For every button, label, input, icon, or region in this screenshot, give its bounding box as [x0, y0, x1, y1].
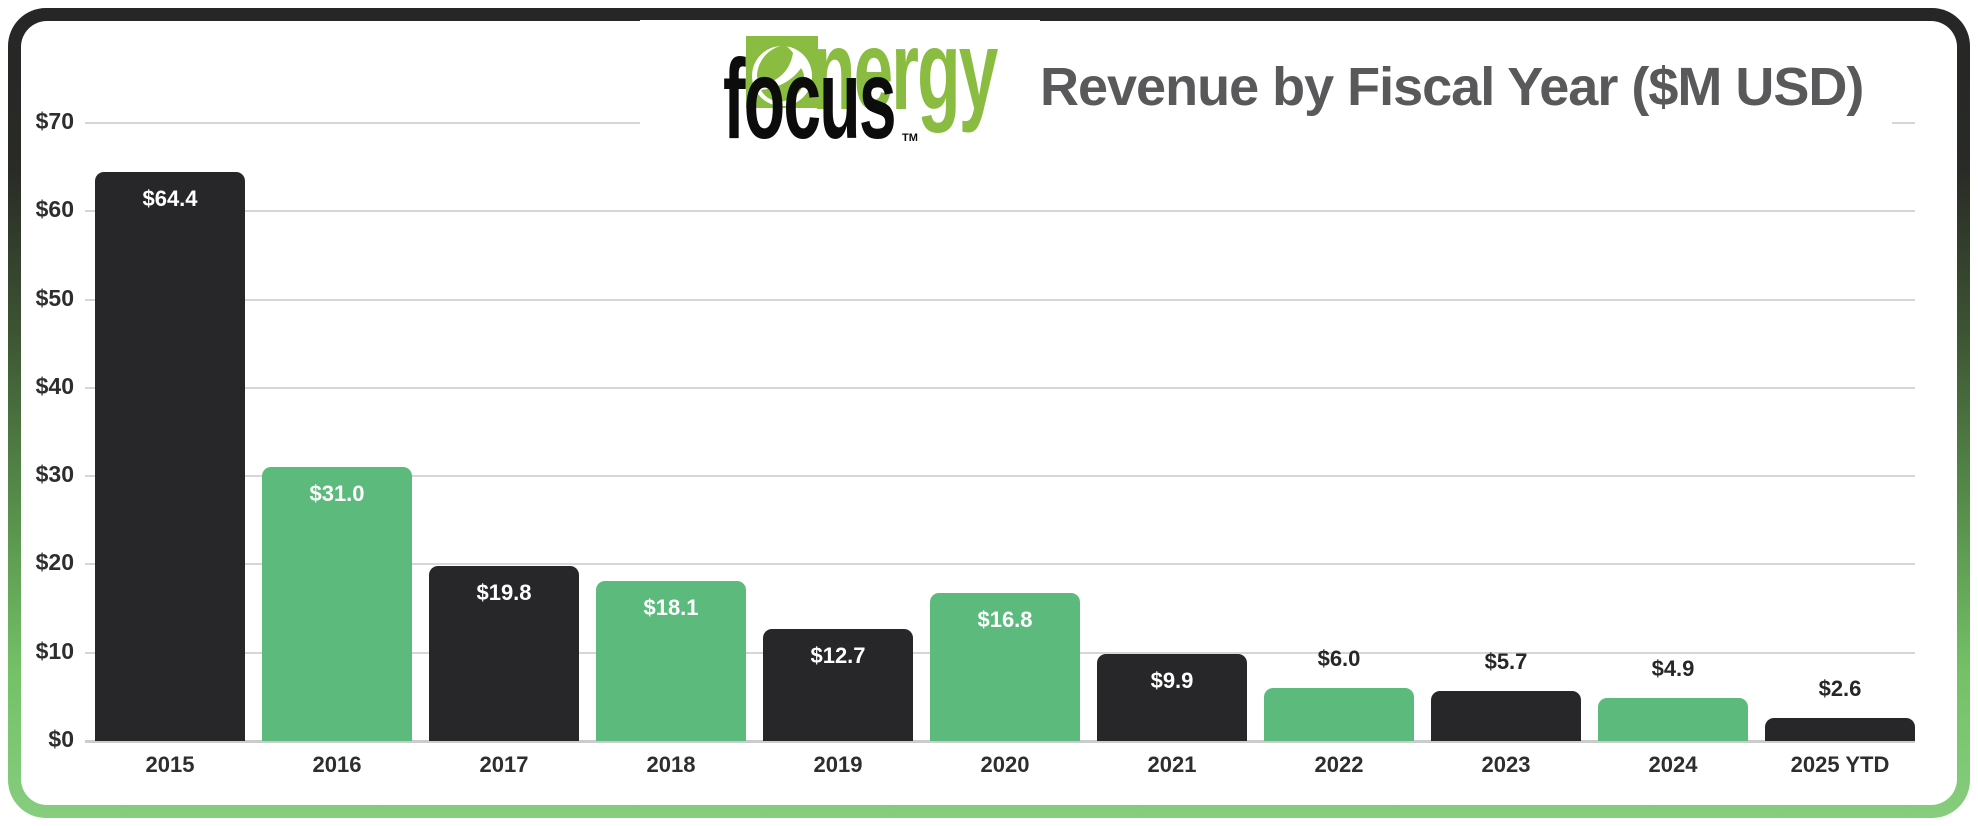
bar-value-label: $9.9	[1150, 667, 1194, 693]
x-axis-label-2022: 2022	[1314, 752, 1364, 777]
bar-2021	[1097, 653, 1247, 741]
bar-2017	[429, 566, 579, 741]
gridline-$30	[85, 475, 1915, 478]
bar-2020	[930, 592, 1080, 741]
y-axis-tick-label: $20	[35, 549, 74, 576]
x-axis-label-2019: 2019	[813, 752, 863, 777]
y-axis-tick-label: $70	[35, 108, 74, 134]
y-axis-tick-label: $60	[35, 196, 74, 223]
bar-value-label: $12.7	[810, 642, 866, 668]
bar-value-label: $64.4	[142, 186, 198, 212]
bar-value-label: $4.9	[1651, 655, 1695, 681]
x-axis-label-2018: 2018	[646, 752, 696, 777]
gridline-$50	[85, 298, 1915, 301]
logo-word-nergy: nergy	[812, 7, 998, 133]
leaf-e-icon	[746, 36, 818, 108]
x-axis-label-2015: 2015	[145, 752, 195, 777]
bar-value-label: $5.7	[1484, 648, 1528, 674]
bar-2016	[262, 467, 412, 741]
chart-title: Revenue by Fiscal Year ($M USD)	[1040, 48, 1892, 126]
logo-trademark: TM	[902, 132, 918, 144]
bar-2022	[1264, 688, 1414, 741]
x-axis-label-2017: 2017	[479, 752, 529, 777]
bar-2025 YTD	[1765, 718, 1915, 741]
x-axis-label-2024: 2024	[1648, 752, 1698, 777]
y-axis-tick-label: $10	[35, 637, 74, 664]
energy-focus-logo: nergy focus TM	[640, 14, 1040, 156]
y-axis-tick-label: $30	[35, 461, 74, 488]
x-axis-label-2025 YTD: 2025 YTD	[1790, 752, 1890, 777]
bar-2015	[95, 172, 245, 741]
y-axis-tick-label: $50	[35, 284, 74, 311]
bar-2024	[1598, 697, 1748, 741]
bar-value-label: $19.8	[476, 580, 532, 606]
x-axis-label-2016: 2016	[312, 752, 362, 777]
bar-2019	[763, 628, 913, 741]
x-axis-label-2023: 2023	[1481, 752, 1531, 777]
bar-2023	[1431, 690, 1581, 741]
gridline-$60	[85, 210, 1915, 213]
gridline-$40	[85, 386, 1915, 389]
bar-value-label: $31.0	[309, 481, 365, 507]
x-axis-line	[85, 740, 1915, 743]
logo-word-focus: focus	[723, 36, 897, 162]
bar-value-label: $16.8	[977, 606, 1033, 632]
bar-2018	[596, 581, 746, 741]
x-axis-label-2021: 2021	[1147, 752, 1197, 777]
y-axis-tick-label: $0	[48, 726, 74, 752]
x-axis-label-2020: 2020	[980, 752, 1030, 777]
gridline-$20	[85, 563, 1915, 566]
y-axis-tick-label: $40	[35, 372, 74, 399]
bar-value-label: $18.1	[643, 595, 699, 621]
bar-value-label: $6.0	[1317, 646, 1361, 672]
bar-value-label: $2.6	[1818, 676, 1862, 702]
